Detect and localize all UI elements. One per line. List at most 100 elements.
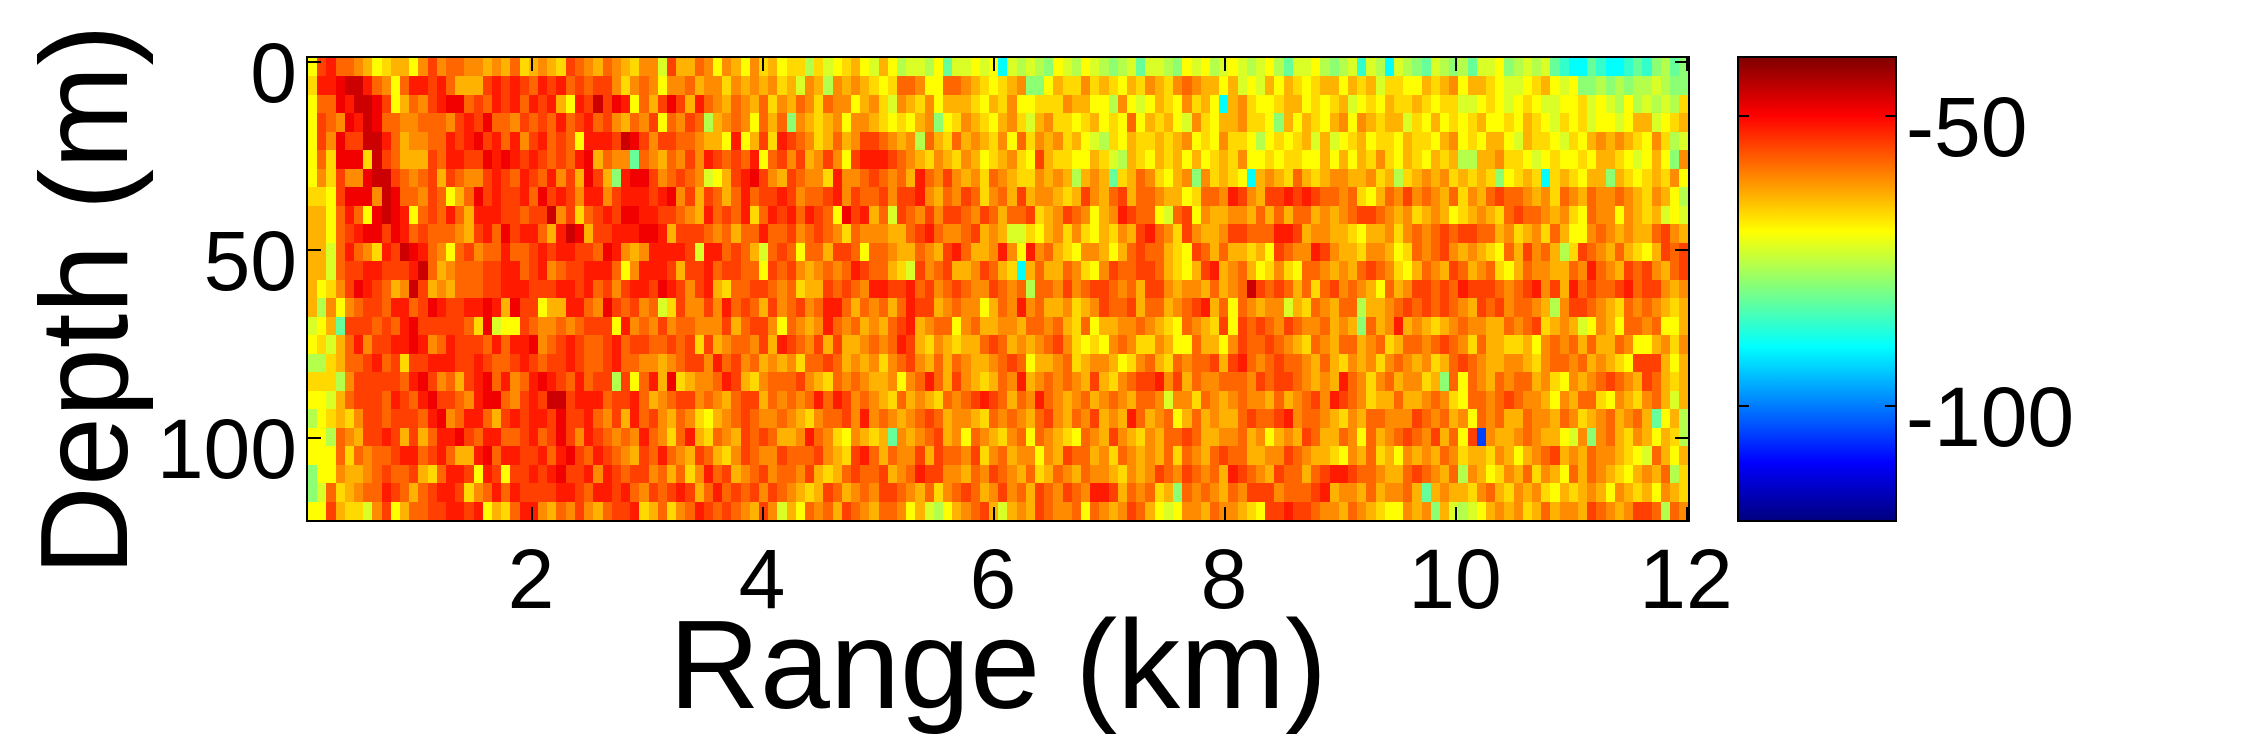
heatmap-cell [1660, 94, 1671, 114]
heatmap-cell [556, 298, 566, 317]
heatmap-cell [924, 168, 934, 188]
heatmap-cell [1347, 242, 1358, 262]
heatmap-cell [1154, 409, 1164, 428]
heatmap-cell [1347, 224, 1358, 244]
heatmap-cell [777, 409, 787, 428]
heatmap-cell [933, 372, 944, 391]
heatmap-cell [565, 483, 575, 502]
heatmap-cell [1265, 58, 1275, 77]
heatmap-cell [1375, 298, 1385, 317]
heatmap-cell [1311, 483, 1321, 502]
heatmap-cell [1403, 242, 1413, 262]
heatmap-cell [1522, 261, 1533, 280]
heatmap-cell [878, 372, 888, 391]
heatmap-cell [740, 187, 750, 207]
heatmap-cell [1301, 464, 1312, 484]
heatmap-cell [464, 168, 474, 188]
heatmap-cell [1679, 501, 1688, 520]
heatmap-cell [1522, 168, 1533, 188]
heatmap-cell [703, 335, 713, 354]
heatmap-cell [372, 446, 382, 465]
heatmap-cell [1633, 242, 1643, 262]
heatmap-cell [1163, 316, 1174, 336]
heatmap-cell [1651, 187, 1661, 207]
heatmap-cell [1265, 372, 1275, 391]
heatmap-cell [970, 427, 980, 447]
heatmap-cell [1053, 409, 1063, 428]
heatmap-cell [1679, 261, 1688, 280]
heatmap-cell [593, 205, 603, 225]
heatmap-cell [1228, 298, 1238, 317]
heatmap-cell [1265, 335, 1275, 354]
heatmap-cell [446, 298, 456, 317]
heatmap-cell [326, 242, 336, 262]
heatmap-cell [1633, 427, 1643, 447]
heatmap-cell [1117, 353, 1128, 373]
heatmap-cell [1651, 168, 1661, 188]
heatmap-cell [768, 390, 778, 410]
heatmap-cell [989, 261, 999, 280]
heatmap-cell [501, 335, 511, 354]
heatmap-cell [390, 76, 401, 96]
heatmap-cell [777, 279, 787, 299]
heatmap-cell [1209, 298, 1220, 317]
heatmap-cell [1071, 76, 1082, 96]
heatmap-cell [1025, 131, 1036, 151]
heatmap-cell [1670, 150, 1680, 170]
heatmap-cell [381, 168, 391, 188]
heatmap-cell [1338, 187, 1348, 207]
heatmap-cell [1053, 168, 1063, 188]
heatmap-cell [860, 427, 870, 447]
heatmap-cell [335, 372, 345, 391]
heatmap-cell [979, 446, 990, 465]
heatmap-cell [1660, 335, 1671, 354]
heatmap-cell [1495, 464, 1505, 484]
heatmap-cell [648, 464, 658, 484]
heatmap-cell [1375, 409, 1385, 428]
heatmap-cell [740, 335, 750, 354]
heatmap-cell [1081, 427, 1091, 447]
heatmap-cell [565, 224, 575, 244]
heatmap-cell [1633, 446, 1643, 465]
heatmap-cell [1191, 131, 1201, 151]
heatmap-cell [1173, 409, 1183, 428]
heatmap-cell [354, 113, 364, 133]
heatmap-cell [446, 353, 456, 373]
heatmap-cell [1357, 446, 1367, 465]
heatmap-cell [1679, 242, 1688, 262]
heatmap-cell [841, 242, 851, 262]
heatmap-cell [363, 298, 373, 317]
heatmap-cell [427, 335, 437, 354]
heatmap-cell [1670, 187, 1680, 207]
heatmap-cell [768, 58, 778, 77]
heatmap-cell [574, 261, 585, 280]
heatmap-cell [308, 131, 318, 151]
heatmap-cell [409, 150, 419, 170]
heatmap-cell [1219, 372, 1229, 391]
heatmap-cell [924, 279, 934, 299]
heatmap-cell [1421, 76, 1431, 96]
heatmap-cell [795, 261, 805, 280]
heatmap-cell [749, 76, 759, 96]
heatmap-cell [1366, 113, 1376, 133]
heatmap-cell [335, 464, 345, 484]
heatmap-cell [731, 168, 741, 188]
heatmap-cell [1430, 298, 1440, 317]
heatmap-cell [648, 242, 658, 262]
heatmap-cell [749, 427, 759, 447]
x-axis-label: Range (km) [668, 594, 1328, 735]
heatmap-cell [344, 131, 355, 151]
heatmap-cell [1486, 150, 1496, 170]
y-tick-mark [308, 61, 321, 63]
heatmap-cell [547, 353, 557, 373]
heatmap-cell [915, 464, 925, 484]
heatmap-cell [1476, 205, 1486, 225]
heatmap-cell [1329, 316, 1339, 336]
heatmap-cell [473, 205, 483, 225]
heatmap-cell [1246, 187, 1256, 207]
heatmap-cell [1486, 224, 1496, 244]
heatmap-cell [1016, 390, 1026, 410]
heatmap-cell [1651, 76, 1661, 96]
heatmap-cell [473, 335, 483, 354]
heatmap-cell [1366, 335, 1376, 354]
